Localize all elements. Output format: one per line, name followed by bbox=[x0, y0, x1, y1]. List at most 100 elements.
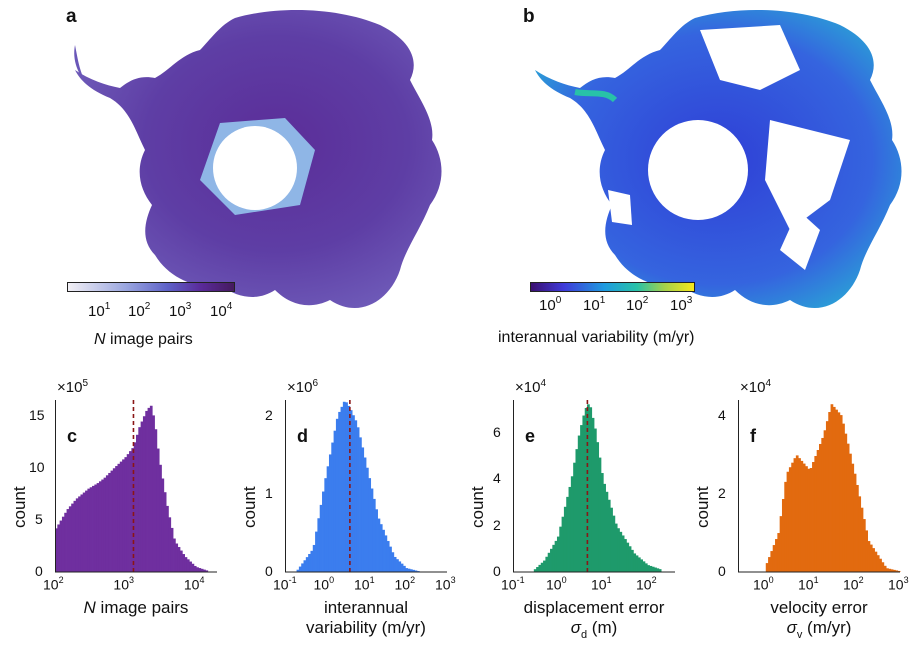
ytick-f-1: 2 bbox=[718, 484, 726, 501]
pole-hole-center-a bbox=[213, 126, 297, 210]
hist-bar bbox=[101, 479, 104, 572]
cbar-b-title: interannual variability (m/yr) bbox=[498, 329, 695, 346]
hist-bar bbox=[828, 412, 831, 572]
hist-bar bbox=[559, 526, 562, 572]
hist-bar bbox=[184, 557, 188, 572]
hist-bar bbox=[658, 569, 662, 572]
hist-bar bbox=[772, 545, 776, 572]
hist-bar bbox=[800, 460, 804, 572]
hist-bar bbox=[161, 478, 165, 572]
antarctica-map-a bbox=[74, 9, 442, 309]
hist-bar bbox=[64, 512, 67, 572]
hist-bar bbox=[391, 552, 395, 572]
hist-bar bbox=[138, 427, 142, 572]
xtick-d-2: 101 bbox=[354, 575, 375, 593]
hist-bar bbox=[361, 447, 365, 572]
ytick-c-1: 5 bbox=[35, 510, 43, 527]
hist-bar bbox=[389, 546, 392, 572]
hist-bar bbox=[377, 518, 381, 572]
hist-bar bbox=[338, 411, 341, 572]
hist-bar bbox=[895, 570, 899, 572]
hist-bar bbox=[340, 406, 344, 572]
hist-bar bbox=[414, 570, 418, 572]
hist-bar bbox=[784, 481, 787, 572]
hist-bar bbox=[205, 570, 209, 572]
hist-bar bbox=[352, 415, 355, 572]
colorbar-b bbox=[530, 282, 695, 292]
multiplier-c: ×105 bbox=[57, 378, 89, 396]
hist-bar bbox=[547, 552, 551, 572]
hist-bar bbox=[791, 462, 794, 572]
hist-bar bbox=[570, 476, 574, 572]
hist-bar bbox=[140, 421, 144, 572]
cbar-b-tick-4: 103 bbox=[670, 295, 693, 314]
hist-bar bbox=[308, 553, 311, 572]
ytick-c-3: 15 bbox=[29, 406, 45, 423]
hist-bar bbox=[649, 565, 653, 572]
ytick-c-0: 0 bbox=[35, 563, 43, 579]
hist-bar bbox=[893, 569, 896, 572]
hist-bar bbox=[182, 554, 185, 572]
hist-bar bbox=[568, 486, 572, 572]
hist-bar bbox=[398, 561, 402, 572]
hist-bar bbox=[856, 484, 859, 572]
hist-bar bbox=[331, 442, 334, 572]
xtick-c-1: 103 bbox=[113, 575, 135, 593]
hist-bar bbox=[409, 569, 413, 572]
hist-bar bbox=[305, 557, 309, 572]
hist-bar bbox=[633, 553, 637, 572]
hist-bar bbox=[379, 524, 383, 572]
cbar-a-title: N image pairs bbox=[94, 331, 193, 348]
hist-bar bbox=[575, 449, 579, 572]
hist-bar bbox=[359, 437, 362, 572]
hist-bar bbox=[556, 536, 560, 572]
xlabel-e: displacement error σd (m) bbox=[523, 598, 665, 641]
hist-bar bbox=[179, 550, 183, 572]
hist-bar bbox=[839, 415, 843, 572]
hist-bar bbox=[129, 451, 132, 572]
hist-bar bbox=[319, 504, 323, 572]
hist-bar bbox=[122, 459, 125, 572]
xtick-e-1: 100 bbox=[546, 575, 567, 593]
hist-bar bbox=[832, 406, 836, 572]
hist-bar bbox=[117, 463, 121, 572]
hist-bar bbox=[92, 485, 95, 572]
hist-bar bbox=[851, 463, 855, 572]
hist-bar bbox=[561, 516, 565, 572]
hist-bar bbox=[849, 453, 852, 572]
hist-bar bbox=[890, 569, 894, 572]
hist-bar bbox=[533, 569, 537, 572]
hist-bar bbox=[626, 542, 630, 572]
hist-bar bbox=[619, 531, 623, 572]
hist-bar bbox=[814, 456, 818, 572]
hist-bar bbox=[637, 557, 641, 572]
ytick-c-2: 10 bbox=[29, 458, 45, 475]
data-gap-2 bbox=[765, 120, 850, 230]
hist-bar bbox=[124, 457, 128, 572]
hist-bar bbox=[635, 555, 639, 572]
xtick-e-0: 10-1 bbox=[501, 575, 525, 593]
hist-bar bbox=[68, 506, 72, 572]
hist-bar bbox=[375, 509, 378, 572]
hist-bar bbox=[768, 557, 771, 572]
hist-bar bbox=[328, 454, 332, 572]
hist-bar bbox=[203, 569, 206, 572]
ytick-d-1: 1 bbox=[265, 484, 273, 501]
hist-bar bbox=[807, 468, 811, 572]
hist-bar bbox=[842, 423, 845, 572]
hist-bar bbox=[177, 547, 181, 572]
hist-bar bbox=[552, 544, 556, 572]
hist-bar bbox=[407, 568, 411, 572]
hist-bar bbox=[617, 528, 620, 572]
hist-bar bbox=[59, 520, 63, 572]
hist-bar bbox=[298, 566, 302, 572]
xtick-d-0: 10-1 bbox=[273, 575, 297, 593]
xlabel-d: interannual variability (m/yr) bbox=[306, 598, 426, 637]
hist-bar bbox=[610, 507, 613, 572]
hist-bar bbox=[131, 448, 135, 572]
hist-bar bbox=[356, 427, 360, 572]
hist-bar bbox=[55, 528, 58, 572]
hist-bar bbox=[587, 404, 590, 572]
hist-bar bbox=[89, 487, 93, 572]
